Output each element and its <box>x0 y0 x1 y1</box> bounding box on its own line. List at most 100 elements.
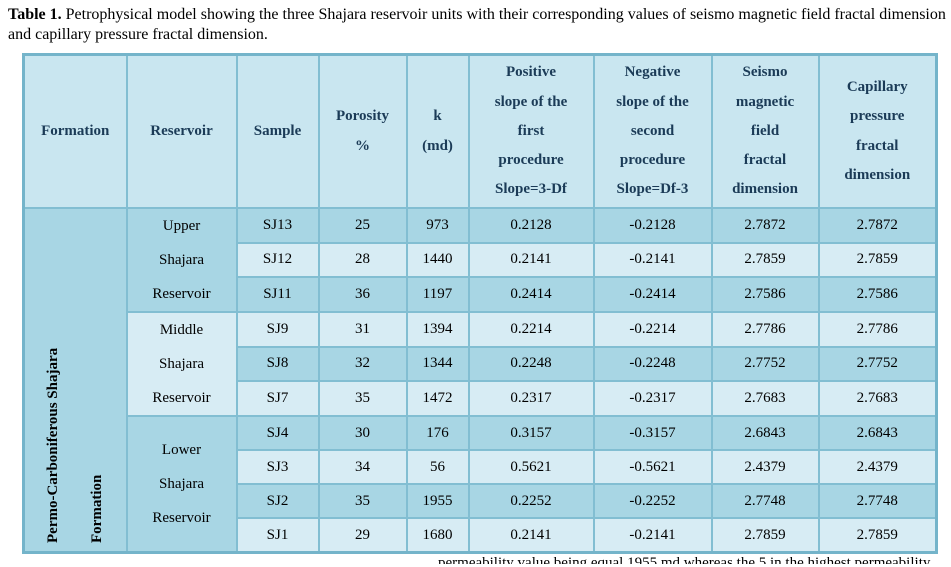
reservoir-group-label-upper: Upper Shajara Reservoir <box>125 207 238 313</box>
sample-cell: SJ7 <box>235 380 320 417</box>
negative-slope-cell: -0.2248 <box>592 345 713 383</box>
negative-slope-cell: -0.2141 <box>592 241 713 279</box>
porosity-cell: 25 <box>317 207 408 244</box>
negative-slope-cell: -0.2128 <box>592 207 713 244</box>
sample-cell: SJ1 <box>235 517 320 554</box>
capillary-fractal-cell: 2.4379 <box>817 449 938 485</box>
capillary-fractal-cell: 2.7683 <box>817 380 938 417</box>
sample-cell: SJ2 <box>235 483 320 519</box>
negative-slope-cell: -0.3157 <box>592 415 713 451</box>
porosity-cell: 32 <box>317 345 408 383</box>
table-row: SJ2 35 1955 0.2252 -0.2252 2.7748 2.7748 <box>24 483 938 519</box>
porosity-cell: 28 <box>317 241 408 279</box>
table-caption-text: Petrophysical model showing the three Sh… <box>8 6 946 43</box>
sample-cell: SJ13 <box>235 207 320 244</box>
porosity-cell: 30 <box>317 415 408 451</box>
seismo-fractal-cell: 2.7859 <box>710 517 820 554</box>
seismo-fractal-cell: 2.7683 <box>710 380 820 417</box>
capillary-fractal-cell: 2.7748 <box>817 483 938 519</box>
seismo-fractal-cell: 2.6843 <box>710 415 820 451</box>
permeability-cell: 1680 <box>405 517 470 554</box>
porosity-cell: 29 <box>317 517 408 554</box>
capillary-fractal-cell: 2.6843 <box>817 415 938 451</box>
negative-slope-cell: -0.5621 <box>592 449 713 485</box>
positive-slope-cell: 0.2141 <box>467 517 595 554</box>
permeability-cell: 176 <box>405 415 470 451</box>
clipped-text-fragment: permeability value being equal 1955 md w… <box>438 555 931 564</box>
reservoir-group-label-lower: Lower Shajara Reservoir <box>125 415 238 554</box>
seismo-fractal-cell: 2.7786 <box>710 311 820 348</box>
positive-slope-cell: 0.3157 <box>467 415 595 451</box>
table-row: SJ11 36 1197 0.2414 -0.2414 2.7586 2.758… <box>24 276 938 313</box>
capillary-fractal-cell: 2.7859 <box>817 241 938 279</box>
negative-slope-cell: -0.2414 <box>592 276 713 313</box>
table-row: SJ12 28 1440 0.2141 -0.2141 2.7859 2.785… <box>24 241 938 279</box>
col-header-porosity: Porosity % <box>317 53 408 209</box>
negative-slope-cell: -0.2214 <box>592 311 713 348</box>
capillary-fractal-cell: 2.7859 <box>817 517 938 554</box>
seismo-fractal-cell: 2.7872 <box>710 207 820 244</box>
capillary-fractal-cell: 2.7586 <box>817 276 938 313</box>
positive-slope-cell: 0.2214 <box>467 311 595 348</box>
table-row: SJ7 35 1472 0.2317 -0.2317 2.7683 2.7683 <box>24 380 938 417</box>
permeability-cell: 1472 <box>405 380 470 417</box>
permeability-cell: 973 <box>405 207 470 244</box>
col-header-sample: Sample <box>235 53 320 209</box>
seismo-fractal-cell: 2.7748 <box>710 483 820 519</box>
positive-slope-cell: 0.5621 <box>467 449 595 485</box>
col-header-negative-slope: Negative slope of the second procedure S… <box>592 53 713 209</box>
petrophysical-table: Formation Reservoir Sample Porosity % k … <box>22 53 938 554</box>
negative-slope-cell: -0.2317 <box>592 380 713 417</box>
table-caption: Table 1. Petrophysical model showing the… <box>8 5 946 45</box>
permeability-cell: 1344 <box>405 345 470 383</box>
positive-slope-cell: 0.2248 <box>467 345 595 383</box>
sample-cell: SJ12 <box>235 241 320 279</box>
positive-slope-cell: 0.2252 <box>467 483 595 519</box>
sample-cell: SJ11 <box>235 276 320 313</box>
positive-slope-cell: 0.2141 <box>467 241 595 279</box>
permeability-cell: 1197 <box>405 276 470 313</box>
sample-cell: SJ9 <box>235 311 320 348</box>
permeability-cell: 1440 <box>405 241 470 279</box>
col-header-capillary-fractal: Capillary pressure fractal dimension <box>817 53 938 209</box>
negative-slope-cell: -0.2252 <box>592 483 713 519</box>
table-row: SJ1 29 1680 0.2141 -0.2141 2.7859 2.7859 <box>24 517 938 554</box>
reservoir-group-label-middle: Middle Shajara Reservoir <box>125 311 238 417</box>
positive-slope-cell: 0.2414 <box>467 276 595 313</box>
permeability-cell: 1955 <box>405 483 470 519</box>
sample-cell: SJ8 <box>235 345 320 383</box>
porosity-cell: 35 <box>317 380 408 417</box>
table-row: SJ8 32 1344 0.2248 -0.2248 2.7752 2.7752 <box>24 345 938 383</box>
seismo-fractal-cell: 2.4379 <box>710 449 820 485</box>
porosity-cell: 35 <box>317 483 408 519</box>
col-header-seismo-fractal: Seismo magnetic field fractal dimension <box>710 53 820 209</box>
col-header-formation: Formation <box>22 53 128 209</box>
positive-slope-cell: 0.2317 <box>467 380 595 417</box>
positive-slope-cell: 0.2128 <box>467 207 595 244</box>
formation-cell: Permo-Carboniferous Shajara Formation <box>22 207 128 554</box>
col-header-permeability: k (md) <box>405 53 470 209</box>
seismo-fractal-cell: 2.7752 <box>710 345 820 383</box>
table-row: Middle Shajara Reservoir SJ9 31 1394 0.2… <box>24 311 938 417</box>
table-row: SJ3 34 56 0.5621 -0.5621 2.4379 2.4379 <box>24 449 938 485</box>
porosity-cell: 36 <box>317 276 408 313</box>
table-row: Lower Shajara Reservoir SJ4 30 176 0.315… <box>24 415 938 554</box>
table-row: Permo-Carboniferous Shajara Formation Up… <box>22 207 938 554</box>
seismo-fractal-cell: 2.7859 <box>710 241 820 279</box>
header-row: Formation Reservoir Sample Porosity % k … <box>22 53 938 209</box>
permeability-cell: 1394 <box>405 311 470 348</box>
seismo-fractal-cell: 2.7586 <box>710 276 820 313</box>
capillary-fractal-cell: 2.7752 <box>817 345 938 383</box>
capillary-fractal-cell: 2.7786 <box>817 311 938 348</box>
porosity-cell: 34 <box>317 449 408 485</box>
formation-vertical-label: Permo-Carboniferous Shajara Formation <box>45 347 106 543</box>
col-header-positive-slope: Positive slope of the first procedure Sl… <box>467 53 595 209</box>
permeability-cell: 56 <box>405 449 470 485</box>
sample-cell: SJ4 <box>235 415 320 451</box>
sample-cell: SJ3 <box>235 449 320 485</box>
porosity-cell: 31 <box>317 311 408 348</box>
negative-slope-cell: -0.2141 <box>592 517 713 554</box>
capillary-fractal-cell: 2.7872 <box>817 207 938 244</box>
table-caption-label: Table 1. <box>8 6 62 23</box>
col-header-reservoir: Reservoir <box>125 53 238 209</box>
